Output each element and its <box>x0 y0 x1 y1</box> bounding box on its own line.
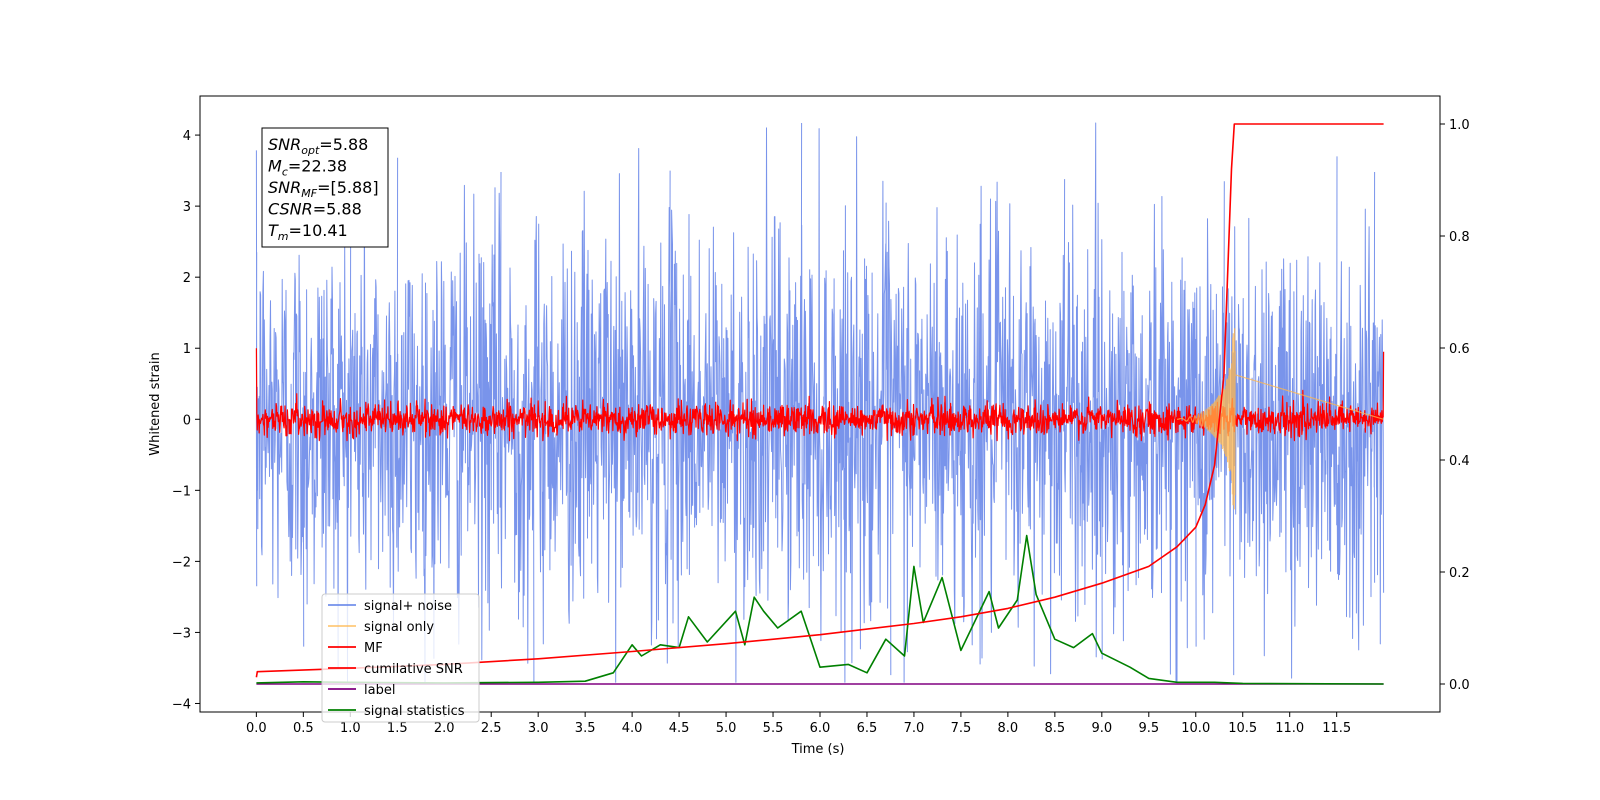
x-tick-label: 4.0 <box>622 721 643 736</box>
x-tick-label: 5.0 <box>716 721 737 736</box>
x-tick-label: 8.0 <box>998 721 1019 736</box>
y-right-tick-label: 0.0 <box>1449 678 1470 693</box>
x-tick-label: 11.5 <box>1322 721 1351 736</box>
y-tick-label: −3 <box>172 626 191 641</box>
x-tick-label: 4.5 <box>669 721 690 736</box>
y-tick-label: 4 <box>183 129 191 144</box>
y-tick-label: −1 <box>172 484 191 499</box>
y-tick-label: 3 <box>183 200 191 215</box>
series-line-signal-noise <box>255 122 1385 683</box>
annotation-line: CSNR=5.88 <box>268 200 362 219</box>
x-tick-label: 1.5 <box>387 721 408 736</box>
x-tick-label: 2.0 <box>434 721 455 736</box>
x-tick-label: 6.0 <box>810 721 831 736</box>
annotation-line: Tm=10.41 <box>268 221 348 243</box>
legend-label-mf: MF <box>364 641 383 656</box>
annotation-frame <box>261 127 389 248</box>
legend-label-signal-noise: signal+ noise <box>364 599 452 614</box>
x-tick-label: 6.5 <box>857 721 878 736</box>
x-tick-label: 10.5 <box>1228 721 1257 736</box>
series-line-cumilative-snr <box>255 123 1384 678</box>
legend-label-signal-only: signal only <box>364 620 434 635</box>
y-tick-label: −2 <box>172 555 191 570</box>
y-tick-label: 2 <box>183 271 191 286</box>
x-tick-label: 11.0 <box>1275 721 1304 736</box>
legend-label-label: label <box>364 683 395 698</box>
x-tick-label: 0.5 <box>293 721 314 736</box>
x-tick-label: 9.0 <box>1091 721 1112 736</box>
y-right-tick-label: 0.2 <box>1449 566 1470 581</box>
y-tick-label: −4 <box>172 697 191 712</box>
series-line-signal-only <box>1177 328 1384 510</box>
x-axis-label: Time (s) <box>791 742 845 757</box>
annotation-line: Mc=22.38 <box>268 157 347 179</box>
legend-label-signal-statistics: signal statistics <box>364 704 465 719</box>
legend-frame <box>321 593 480 723</box>
x-tick-label: 3.0 <box>528 721 549 736</box>
x-tick-label: 9.5 <box>1138 721 1159 736</box>
legend: signal+ noise signal only MF cumilative SNR… <box>321 593 480 723</box>
x-tick-label: 0.0 <box>246 721 267 736</box>
legend-label-cumilative-snr: cumilative SNR <box>364 662 463 677</box>
annotation-line: SNRopt=5.88 <box>268 135 368 157</box>
y-right-tick-label: 0.8 <box>1449 230 1470 245</box>
x-tick-label: 10.0 <box>1181 721 1210 736</box>
x-tick-label: 1.0 <box>340 721 361 736</box>
x-tick-label: 7.5 <box>951 721 972 736</box>
y-right-tick-label: 0.4 <box>1449 454 1470 469</box>
y-axis-label: Whitened strain <box>148 352 163 455</box>
x-tick-label: 2.5 <box>481 721 502 736</box>
series-line-signal-statistics <box>256 534 1384 685</box>
y-tick-label: 1 <box>183 342 191 357</box>
x-tick-label: 5.5 <box>763 721 784 736</box>
series-line-mf <box>255 348 1385 442</box>
x-tick-label: 8.5 <box>1045 721 1066 736</box>
y-right-tick-label: 1.0 <box>1449 118 1470 133</box>
annotation-line: SNRMF=[5.88] <box>268 178 379 200</box>
y-tick-label: 0 <box>183 413 191 428</box>
x-tick-label: 7.0 <box>904 721 925 736</box>
y-right-tick-label: 0.6 <box>1449 342 1470 357</box>
axes-layer: 0.0 0.5 1.0 1.5 2.0 2.5 3.0 3.5 4.0 4.5 5.0 5.5 6.0 6… <box>172 118 1470 736</box>
annotation-box: SNRopt=5.88Mc=22.38SNRMF=[5.88]CSNR=5.88… <box>261 127 389 248</box>
x-tick-label: 3.5 <box>575 721 596 736</box>
